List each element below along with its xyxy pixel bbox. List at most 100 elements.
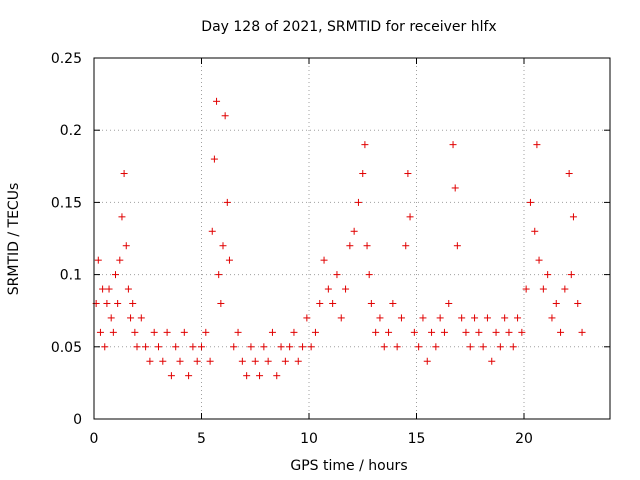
data-point xyxy=(281,357,289,365)
data-point xyxy=(479,343,487,351)
data-point xyxy=(202,328,210,336)
data-points xyxy=(92,97,586,380)
data-point xyxy=(103,299,111,307)
data-point xyxy=(505,328,513,336)
data-point xyxy=(561,285,569,293)
data-point xyxy=(410,328,418,336)
data-point xyxy=(567,271,575,279)
data-point xyxy=(96,328,104,336)
data-point xyxy=(256,372,264,380)
data-point xyxy=(316,299,324,307)
data-point xyxy=(118,213,126,221)
x-tick-label: 10 xyxy=(300,431,318,447)
data-point xyxy=(94,256,102,264)
data-point xyxy=(483,314,491,322)
data-point xyxy=(423,357,431,365)
data-point xyxy=(208,227,216,235)
y-tick-label: 0.05 xyxy=(51,340,82,356)
y-tick-label: 0.15 xyxy=(51,195,82,211)
data-point xyxy=(260,343,268,351)
data-point xyxy=(557,328,565,336)
y-tick-label: 0.1 xyxy=(60,268,82,284)
data-point xyxy=(488,357,496,365)
data-point xyxy=(217,299,225,307)
data-point xyxy=(380,343,388,351)
data-point xyxy=(294,357,302,365)
data-point xyxy=(389,299,397,307)
data-point xyxy=(163,328,171,336)
data-point xyxy=(133,343,141,351)
y-axis-label: SRMTID / TECUs xyxy=(6,183,22,296)
data-point xyxy=(350,227,358,235)
data-point xyxy=(404,170,412,178)
data-point xyxy=(346,242,354,250)
data-point xyxy=(445,299,453,307)
data-point xyxy=(167,372,175,380)
data-point xyxy=(385,328,393,336)
data-point xyxy=(264,357,272,365)
data-point xyxy=(223,198,231,206)
data-point xyxy=(342,285,350,293)
data-point xyxy=(436,314,444,322)
x-tick-label: 5 xyxy=(197,431,206,447)
data-point xyxy=(307,343,315,351)
y-tick-labels: 0 0.05 0.1 0.15 0.2 0.25 xyxy=(51,51,82,428)
data-point xyxy=(363,242,371,250)
data-point xyxy=(397,314,405,322)
data-point xyxy=(129,299,137,307)
grid-lines xyxy=(94,58,610,419)
data-point xyxy=(372,328,380,336)
axis-ticks xyxy=(93,57,610,420)
data-point xyxy=(172,343,180,351)
data-point xyxy=(509,343,517,351)
data-point xyxy=(176,357,184,365)
data-point xyxy=(159,357,167,365)
data-point xyxy=(492,328,500,336)
data-point xyxy=(578,328,586,336)
data-point xyxy=(105,285,113,293)
data-point xyxy=(466,343,474,351)
data-point xyxy=(432,343,440,351)
x-tick-label: 15 xyxy=(408,431,426,447)
data-point xyxy=(458,314,466,322)
data-point xyxy=(268,328,276,336)
data-point xyxy=(533,141,541,149)
data-point xyxy=(544,271,552,279)
data-point xyxy=(180,328,188,336)
data-point xyxy=(337,314,345,322)
y-tick-label: 0.25 xyxy=(51,51,82,67)
data-point xyxy=(155,343,162,351)
data-point xyxy=(127,314,135,322)
data-point xyxy=(299,343,307,351)
data-point xyxy=(453,242,461,250)
y-tick-label: 0.2 xyxy=(60,123,82,139)
data-point xyxy=(290,328,298,336)
data-point xyxy=(428,328,436,336)
data-point xyxy=(496,343,504,351)
data-point xyxy=(449,141,457,149)
data-point xyxy=(440,328,448,336)
x-axis-label: GPS time / hours xyxy=(290,458,407,474)
data-point xyxy=(112,271,119,279)
data-point xyxy=(535,256,543,264)
data-point xyxy=(198,343,205,351)
data-point xyxy=(215,271,223,279)
data-point xyxy=(189,343,197,351)
data-point xyxy=(193,357,201,365)
data-point xyxy=(324,285,332,293)
plot-frame xyxy=(93,57,611,420)
data-point xyxy=(124,285,132,293)
data-point xyxy=(150,328,158,336)
data-point xyxy=(359,170,367,178)
data-point xyxy=(303,314,311,322)
data-point xyxy=(99,285,107,293)
data-point xyxy=(131,328,139,336)
data-point xyxy=(109,328,117,336)
data-point xyxy=(475,328,483,336)
data-point xyxy=(234,328,242,336)
data-point xyxy=(548,314,556,322)
data-point xyxy=(333,271,341,279)
data-point xyxy=(354,198,362,206)
data-point xyxy=(522,285,530,293)
data-point xyxy=(451,184,459,192)
